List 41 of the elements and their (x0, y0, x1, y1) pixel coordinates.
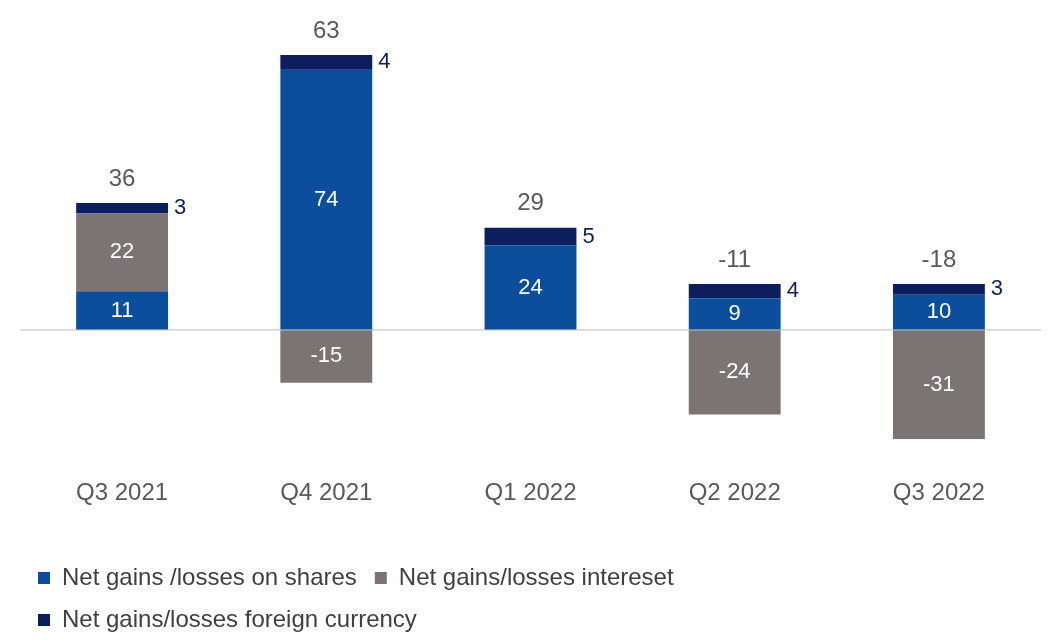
data-label: 24 (518, 273, 543, 299)
bar (484, 245, 577, 330)
bar (280, 55, 373, 70)
data-label: 3 (990, 275, 1004, 301)
legend-label: Net gains/losses intereset (398, 562, 674, 590)
bar (76, 291, 169, 330)
bar (76, 213, 169, 292)
bar (892, 329, 985, 440)
total-label: 36 (108, 163, 136, 191)
total-label: -11 (718, 244, 752, 272)
bar (76, 203, 169, 214)
data-label: 11 (110, 296, 134, 322)
bar (688, 329, 781, 415)
data-label: 74 (314, 185, 339, 211)
total-label: 63 (312, 15, 340, 43)
data-label: -24 (718, 358, 751, 384)
bar (892, 294, 985, 330)
data-label: 4 (786, 277, 799, 303)
data-label: -31 (923, 370, 955, 396)
data-label: 22 (109, 238, 135, 264)
bar (280, 329, 373, 383)
bar (892, 284, 985, 295)
data-label: -15 (310, 342, 343, 368)
bar (484, 227, 577, 246)
data-label: 3 (174, 194, 187, 220)
bar (688, 298, 781, 330)
legend-label: Net gains/losses foreign currency (62, 604, 417, 632)
x-tick-label: Q4 2021 (280, 478, 373, 506)
total-label: -18 (921, 244, 957, 272)
legend-label: Net gains /losses on shares (62, 562, 357, 590)
bar (280, 69, 373, 330)
x-tick-label: Q3 2022 (892, 478, 985, 506)
x-tick-label: Q2 2022 (688, 478, 781, 506)
data-label: 10 (926, 298, 952, 324)
bar (688, 284, 781, 299)
x-tick-label: Q3 2021 (76, 478, 169, 506)
data-label: 5 (582, 222, 595, 248)
x-tick-label: Q1 2022 (484, 478, 577, 506)
data-label: 4 (378, 48, 391, 74)
total-label: 29 (517, 188, 544, 216)
data-label: 9 (728, 300, 741, 326)
